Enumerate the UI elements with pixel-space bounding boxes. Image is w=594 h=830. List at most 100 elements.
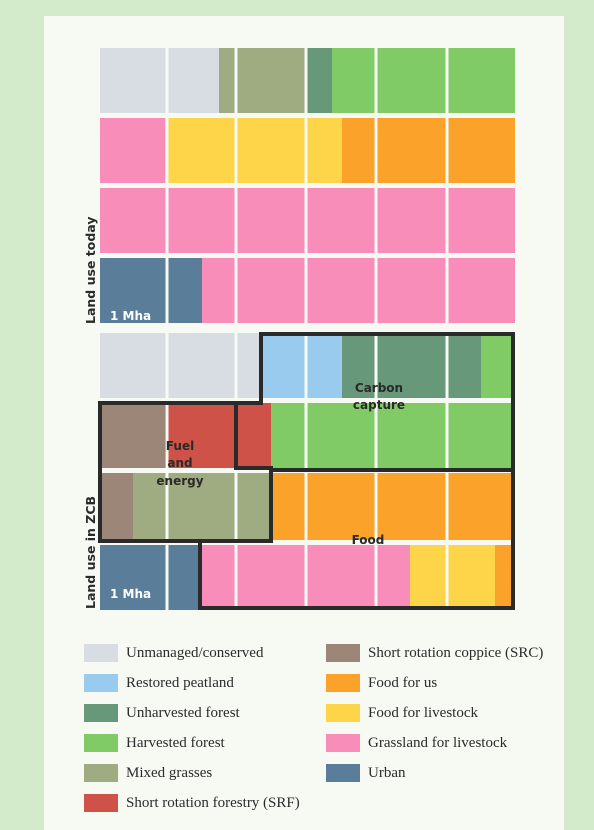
grid-divider <box>374 48 378 113</box>
legend-item-peatland: Restored peatland <box>84 673 234 693</box>
peatland-swatch <box>84 674 118 692</box>
grassland-swatch <box>326 734 360 752</box>
tile-urban <box>100 258 202 323</box>
legend-label: Grassland for livestock <box>368 734 508 751</box>
grid-divider <box>304 545 308 610</box>
tile-food-livestock <box>410 545 495 610</box>
srf-swatch <box>84 794 118 812</box>
grid-divider <box>234 473 238 540</box>
tile-harvested <box>481 333 515 398</box>
grid-divider <box>445 48 449 113</box>
tile-food-us <box>342 118 515 183</box>
legend-item-mixed: Mixed grasses <box>84 763 212 783</box>
grid-divider <box>445 545 449 610</box>
grid-divider <box>304 333 308 398</box>
grid-divider <box>374 545 378 610</box>
food-livestock-swatch <box>326 704 360 722</box>
unharvested-swatch <box>84 704 118 722</box>
grid-divider <box>234 48 238 113</box>
grid-divider <box>374 403 378 468</box>
legend-label: Unmanaged/conserved <box>126 644 264 661</box>
grid-divider <box>234 258 238 323</box>
tile-food-livestock <box>306 118 342 183</box>
grid-divider <box>445 403 449 468</box>
land-use-zcb-label: Land use in ZCB <box>83 496 98 609</box>
grid-divider <box>445 188 449 253</box>
grid-divider <box>374 118 378 183</box>
tile-unmanaged <box>100 333 262 398</box>
tile-unmanaged <box>100 48 219 113</box>
grid-divider <box>234 333 238 398</box>
legend-label: Short rotation coppice (SRC) <box>368 644 544 661</box>
src-swatch <box>326 644 360 662</box>
grid-divider <box>165 48 169 113</box>
tile-food-us <box>495 545 515 610</box>
grid-divider <box>374 188 378 253</box>
tile-srf <box>165 403 236 468</box>
grid-divider <box>165 545 169 610</box>
tile-grassland <box>202 258 515 323</box>
today-unit-label: 1 Mha <box>110 309 151 323</box>
grid-divider <box>445 118 449 183</box>
tile-grassland <box>100 118 165 183</box>
legend-item-grassland: Grassland for livestock <box>326 733 507 753</box>
legend-label: Food for us <box>368 674 438 691</box>
grid-divider <box>234 118 238 183</box>
tile-harvested <box>447 48 515 113</box>
grid-divider <box>165 473 169 540</box>
mixed-swatch <box>84 764 118 782</box>
legend-item-src: Short rotation coppice (SRC) <box>326 643 543 663</box>
grid-divider <box>165 403 169 468</box>
grid-divider <box>304 258 308 323</box>
food-us-swatch <box>326 674 360 692</box>
legend-label: Short rotation forestry (SRF) <box>126 794 300 811</box>
legend-label: Food for livestock <box>368 704 478 721</box>
grid-divider <box>234 188 238 253</box>
legend-item-unharvested: Unharvested forest <box>84 703 240 723</box>
tile-peatland <box>262 333 342 398</box>
grid-divider <box>165 333 169 398</box>
tile-food-us <box>271 473 515 540</box>
grid-divider <box>165 188 169 253</box>
grid-divider <box>165 118 169 183</box>
carbon-capture-label-line1: Carbon <box>355 381 403 395</box>
tile-srf <box>236 403 271 468</box>
tile-unharvested <box>306 48 332 113</box>
grid-divider <box>445 473 449 540</box>
tile-src <box>100 473 133 540</box>
fuel-energy-label-line3: energy <box>156 474 203 488</box>
tile-mixed <box>237 48 306 113</box>
tile-harvested <box>332 48 447 113</box>
legend-label: Urban <box>368 764 406 781</box>
legend-label: Restored peatland <box>126 674 234 691</box>
legend-label: Mixed grasses <box>126 764 213 781</box>
land-use-today-label: Land use today <box>83 217 98 324</box>
grid-divider <box>445 258 449 323</box>
grid-divider <box>445 333 449 398</box>
grid-divider <box>374 258 378 323</box>
grid-divider <box>304 118 308 183</box>
tile-unharvested <box>342 333 481 398</box>
legend-item-food-livestock: Food for livestock <box>326 703 478 723</box>
land-use-grid <box>100 48 515 610</box>
tile-mixed <box>133 473 271 540</box>
tile-src <box>100 403 165 468</box>
tile-urban <box>100 545 200 610</box>
grid-divider <box>304 403 308 468</box>
urban-swatch <box>326 764 360 782</box>
unmanaged-swatch <box>84 644 118 662</box>
legend-label: Unharvested forest <box>126 704 240 721</box>
fuel-energy-label-line1: Fuel <box>166 439 194 453</box>
grid-divider <box>234 545 238 610</box>
legend-item-urban: Urban <box>326 763 406 783</box>
harvested-swatch <box>84 734 118 752</box>
region-outlines <box>98 332 515 610</box>
grid-divider <box>304 188 308 253</box>
legend-item-srf: Short rotation forestry (SRF) <box>84 793 300 813</box>
legend-item-harvested: Harvested forest <box>84 733 225 753</box>
carbon-capture-label-line2: capture <box>353 398 405 412</box>
grid-divider <box>165 258 169 323</box>
legend-label: Harvested forest <box>126 734 225 751</box>
food-outline <box>198 468 515 610</box>
